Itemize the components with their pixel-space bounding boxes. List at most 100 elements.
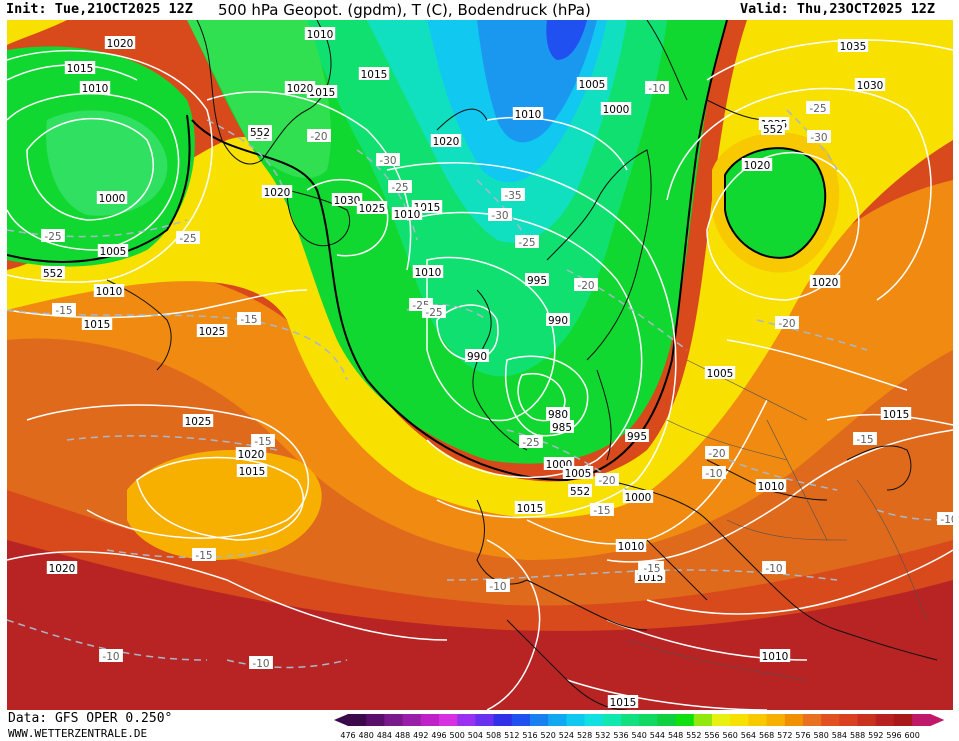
temperature-label: -15	[640, 561, 664, 575]
legend-swatch	[766, 714, 786, 726]
isobar-label: 1000	[600, 102, 632, 116]
isobar-label-text: 1000	[625, 492, 652, 504]
isobar-label: 1020	[284, 81, 316, 95]
temperature-label-text: -30	[491, 210, 508, 222]
temperature-label: -25	[422, 305, 446, 319]
legend-swatch	[803, 714, 822, 726]
temperature-label-text: -15	[195, 550, 212, 562]
temperature-label: -20	[307, 129, 331, 143]
legend-swatch	[748, 714, 768, 726]
temperature-label: -10	[762, 561, 786, 575]
isobar-label: 1015	[514, 501, 546, 515]
geopotential-label: 552	[41, 266, 65, 280]
geopotential-label: 552	[568, 484, 592, 498]
temperature-label-text: -25	[809, 103, 826, 115]
temperature-label: -25	[519, 435, 543, 449]
isobar-label: 990	[465, 349, 489, 363]
legend-tick-label: 476	[340, 731, 355, 740]
temperature-label: -25	[41, 229, 65, 243]
isobar-label: 1005	[704, 366, 736, 380]
legend-tick-label: 572	[777, 731, 792, 740]
isobar-label-text: 995	[627, 431, 647, 443]
legend-swatch	[457, 714, 476, 726]
isobar-label: 995	[625, 429, 649, 443]
isobar-label-text: 1015	[883, 409, 910, 421]
map-header: Init: Tue,21OCT2025 12Z 500 hPa Geopot. …	[0, 0, 959, 20]
isobar-label-text: 1010	[394, 209, 421, 221]
isobar-label-text: 1020	[287, 83, 314, 95]
temperature-label-text: -30	[810, 132, 827, 144]
isobar-label-text: 1030	[334, 195, 361, 207]
legend-tick-label: 520	[541, 731, 556, 740]
temperature-label: -20	[705, 446, 729, 460]
temperature-label: -15	[251, 434, 275, 448]
legend-swatch	[621, 714, 640, 726]
legend-swatch	[875, 714, 895, 726]
temperature-label-text: -10	[940, 514, 953, 526]
temperature-label-text: -15	[643, 563, 660, 575]
temperature-label-text: -15	[240, 314, 257, 326]
isobar-label: 1000	[622, 490, 654, 504]
isobar-label-text: 1025	[185, 416, 212, 428]
isobar-label: 1015	[64, 61, 96, 75]
temperature-label-text: -35	[504, 190, 521, 202]
legend-swatch	[784, 714, 804, 726]
map-title: 500 hPa Geopot. (gpdm), T (C), Bodendruc…	[218, 1, 591, 19]
isobar-label-text: 1000	[99, 193, 126, 205]
legend-swatch	[548, 714, 567, 726]
isobar-label-text: 1020	[744, 160, 771, 172]
isobar-label: 1015	[880, 407, 912, 421]
contour-552-west	[7, 114, 191, 263]
isobar-label: 1030	[854, 78, 886, 92]
temperature-label-text: -10	[765, 563, 782, 575]
label-layer: 1020 1015 1010 1000 1005 1010 1015 1025 1020 1015…	[41, 27, 953, 709]
legend-swatch	[675, 714, 695, 726]
country-borders	[626, 359, 928, 681]
geopotential-label-text: 552	[570, 486, 590, 498]
temperature-label-text: -20	[598, 475, 615, 487]
isobar-label: 1010	[615, 539, 647, 553]
contour-552-main	[191, 20, 728, 482]
field-560	[7, 20, 953, 519]
legend-swatch	[475, 714, 495, 726]
legend-tick-label: 596	[886, 731, 901, 740]
legend-swatch	[366, 714, 385, 726]
temperature-label: -25	[176, 231, 200, 245]
legend-tick-label: 576	[795, 731, 810, 740]
isobar-label-text: 1015	[610, 697, 637, 709]
isobar-label: 990	[546, 313, 570, 327]
legend-tick-label: 548	[668, 731, 683, 740]
temperature-label: -15	[192, 548, 216, 562]
isobar-label: 1015	[236, 464, 268, 478]
isobar-label-text: 995	[527, 275, 547, 287]
isobar-label-text: 1025	[199, 326, 226, 338]
field-canada-inner	[46, 110, 168, 216]
field-east-cell-inner	[725, 148, 826, 258]
legend-swatch	[912, 714, 931, 726]
isotherms	[7, 109, 953, 669]
temperature-label: -10	[645, 81, 669, 95]
isobar-label-text: 1015	[517, 503, 544, 515]
temperature-label: -20	[775, 316, 799, 330]
legend-swatch	[693, 714, 713, 726]
isobar-label: 1020	[809, 275, 841, 289]
field-greenland	[187, 20, 331, 179]
legend-tick-label: 496	[431, 731, 446, 740]
isobar-label: 1020	[235, 447, 267, 461]
legend-swatch	[657, 714, 677, 726]
legend-arrow-left	[334, 714, 348, 726]
isobar-label: 980	[546, 407, 570, 421]
isobar-label-text: 1015	[239, 466, 266, 478]
temperature-label-text: -25	[391, 182, 408, 194]
isobar-label: 1030	[331, 193, 363, 207]
temperature-label: -10	[937, 512, 953, 526]
isobar-label: 1010	[93, 284, 125, 298]
legend-tick-label: 560	[723, 731, 738, 740]
color-legend: 476 480 484 488 492 496 500 504 508 512 516 520 524 5…	[334, 714, 945, 740]
legend-tick-label: 504	[468, 731, 483, 740]
legend-tick-label: 492	[413, 731, 428, 740]
legend-tick-label: 552	[686, 731, 701, 740]
isobar-label: 1015	[358, 67, 390, 81]
isobar-label-text: 1020	[238, 449, 265, 461]
temperature-label: -10	[249, 656, 273, 670]
